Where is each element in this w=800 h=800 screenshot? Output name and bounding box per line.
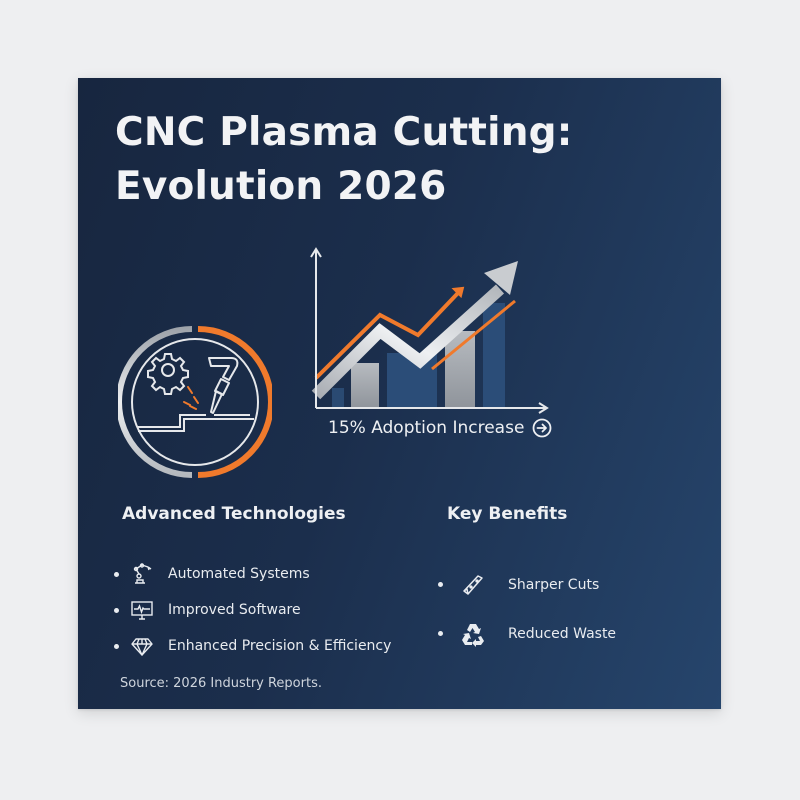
chart-bar-2 xyxy=(351,363,379,408)
robot-arm-icon xyxy=(133,563,152,584)
title-line-2: Evolution 2026 xyxy=(115,164,447,209)
infographic-card: CNC Plasma Cutting: Evolution 2026 xyxy=(78,78,721,709)
benefits-list: Sharper Cuts Reduced Waste xyxy=(438,560,616,658)
bullet xyxy=(114,643,119,649)
adoption-increase-link[interactable]: 15% Adoption Increase xyxy=(328,418,552,438)
adoption-label: 15% Adoption Increase xyxy=(328,418,525,438)
item-label: Automated Systems xyxy=(168,566,310,582)
bullet xyxy=(114,571,119,577)
item-label: Sharper Cuts xyxy=(508,576,600,593)
chart-bar-1 xyxy=(332,388,344,408)
item-label: Reduced Waste xyxy=(508,625,617,642)
list-item-sharper-cuts: Sharper Cuts xyxy=(438,560,616,609)
recycle-icon xyxy=(462,623,484,647)
page-title: CNC Plasma Cutting: Evolution 2026 xyxy=(115,106,573,214)
arrow-right-circle-icon xyxy=(533,418,552,438)
title-line-1: CNC Plasma Cutting: xyxy=(115,110,573,155)
plasma-torch-cutting-icon xyxy=(118,326,272,478)
list-item-reduced-waste: Reduced Waste xyxy=(438,609,616,658)
list-item-improved-software: Improved Software xyxy=(114,592,391,628)
item-label: Improved Software xyxy=(168,602,301,618)
bullet xyxy=(438,631,443,636)
item-label: Enhanced Precision & Efficiency xyxy=(168,638,392,654)
bullet xyxy=(438,582,443,587)
technologies-heading: Advanced Technologies xyxy=(122,504,346,524)
list-item-automated-systems: Automated Systems xyxy=(114,556,391,592)
chart-bar-5 xyxy=(483,303,505,408)
benefits-heading: Key Benefits xyxy=(447,504,568,524)
growth-chart-icon xyxy=(310,247,549,414)
source-footnote: Source: 2026 Industry Reports. xyxy=(120,676,322,691)
monitor-pulse-icon xyxy=(131,601,153,620)
diamond-icon xyxy=(131,638,153,656)
list-item-enhanced-precision: Enhanced Precision & Efficiency xyxy=(114,628,391,664)
chart-bar-4 xyxy=(445,331,475,408)
technologies-list: Automated Systems Improved Software Enha… xyxy=(114,556,391,664)
blade-icon xyxy=(463,574,483,595)
bullet xyxy=(114,607,119,613)
